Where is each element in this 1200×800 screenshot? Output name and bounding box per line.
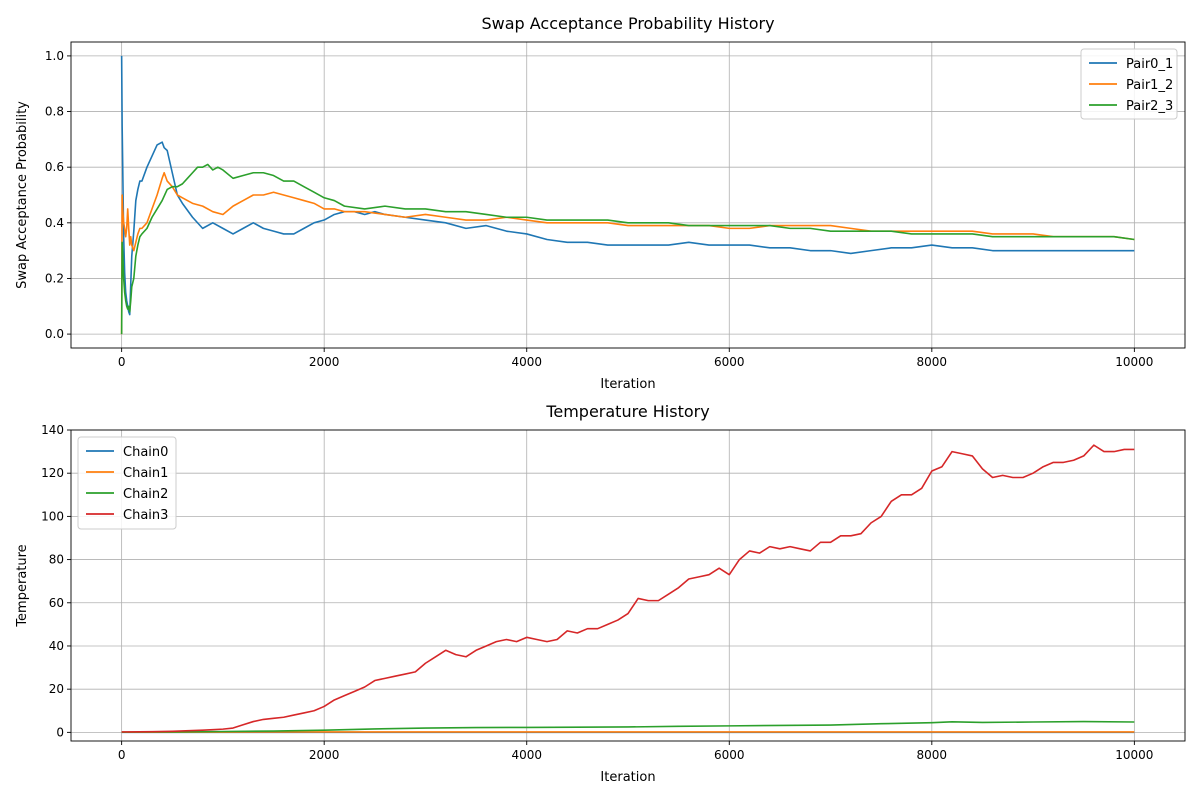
legend-label: Chain0 xyxy=(123,445,168,460)
y-tick-label: 0 xyxy=(56,725,64,739)
y-tick-label: 20 xyxy=(49,682,64,696)
series-line-chain3 xyxy=(121,444,1135,733)
x-axis-label: Iteration xyxy=(600,377,655,392)
y-tick-label: 100 xyxy=(41,509,64,523)
chart-1: 0 2000 4000 6000 8000 10000 0.0 0.2 0.4 0.6 0.8 1.0… xyxy=(15,14,1186,392)
x-tick-label: 8000 xyxy=(917,748,948,762)
y-tick-label: 0.6 xyxy=(45,160,64,174)
series-line-chain2 xyxy=(121,720,1135,733)
y-tick-label: 1.0 xyxy=(45,49,64,63)
y-axis-label: Swap Acceptance Probability xyxy=(15,101,30,289)
legend-box xyxy=(77,436,177,530)
series-line-pair2-3 xyxy=(120,163,1135,335)
legend: Pair0_1 Pair1_2 Pair2_3 xyxy=(1080,48,1178,120)
legend-label: Chain3 xyxy=(123,508,168,523)
x-tick-label: 6000 xyxy=(714,355,745,369)
x-tick-label: 6000 xyxy=(714,748,745,762)
x-tick-label: 10000 xyxy=(1115,355,1153,369)
x-axis-label: Iteration xyxy=(600,770,655,785)
legend: Chain0 Chain1 Chain2 Chain3 xyxy=(77,436,177,530)
legend-box xyxy=(1080,48,1178,120)
x-tick-label: 0 xyxy=(118,748,126,762)
y-tick-label: 60 xyxy=(49,596,64,610)
x-tick-label: 4000 xyxy=(511,355,542,369)
x-tick-label: 2000 xyxy=(309,355,340,369)
y-tick-label: 40 xyxy=(49,639,64,653)
y-tick-label: 80 xyxy=(49,553,64,567)
y-tick-label: 0.4 xyxy=(45,216,64,230)
x-tick-label: 2000 xyxy=(309,748,340,762)
x-tick-label: 8000 xyxy=(917,355,948,369)
y-tick-label: 0.8 xyxy=(45,105,64,119)
axes-frame xyxy=(70,429,1186,742)
axes-frame xyxy=(70,41,1186,349)
legend-label: Chain2 xyxy=(123,487,168,502)
chart-2: 0 2000 4000 6000 8000 10000 0 20 40 60 80 100 120 140… xyxy=(15,402,1186,785)
y-tick-label: 0.0 xyxy=(45,327,64,341)
series-line-pair0-1 xyxy=(120,55,1135,316)
legend-label: Pair0_1 xyxy=(1126,57,1173,72)
chart-title: Temperature History xyxy=(545,402,709,421)
legend-label: Pair1_2 xyxy=(1126,78,1173,93)
y-axis-label: Temperature xyxy=(15,544,30,627)
y-tick-label: 0.2 xyxy=(45,271,64,285)
series-line-pair1-2 xyxy=(120,171,1135,335)
legend-label: Chain1 xyxy=(123,466,168,481)
legend-label: Pair2_3 xyxy=(1126,99,1173,114)
y-tick-label: 120 xyxy=(41,466,64,480)
x-tick-label: 4000 xyxy=(511,748,542,762)
x-tick-label: 0 xyxy=(118,355,126,369)
chart-title: Swap Acceptance Probability History xyxy=(481,14,774,33)
x-tick-label: 10000 xyxy=(1115,748,1153,762)
y-tick-label: 140 xyxy=(41,423,64,437)
